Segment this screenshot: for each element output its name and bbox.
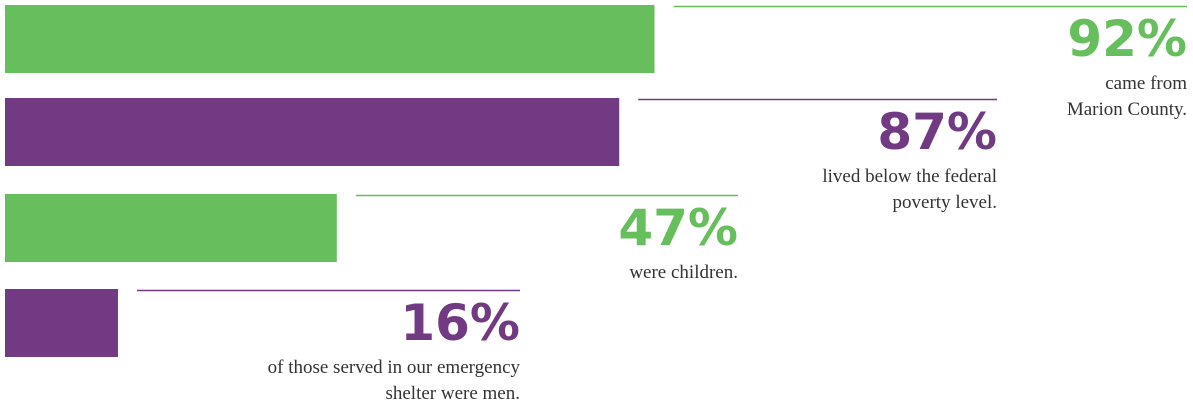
description: poverty level. (893, 192, 997, 213)
bar (5, 5, 655, 73)
bar (5, 194, 337, 262)
description: Marion County. (1067, 99, 1187, 120)
description: of those served in our emergency (268, 357, 521, 378)
description: lived below the federal (822, 166, 997, 187)
description: came from (1105, 73, 1187, 94)
description: shelter were men. (385, 383, 520, 404)
value-label: 92% (1067, 10, 1187, 68)
value-label: 87% (877, 103, 997, 161)
bar (5, 98, 620, 166)
value-label: 16% (400, 294, 520, 352)
bar (5, 289, 118, 357)
description: were children. (629, 262, 738, 283)
value-label: 47% (618, 199, 738, 257)
